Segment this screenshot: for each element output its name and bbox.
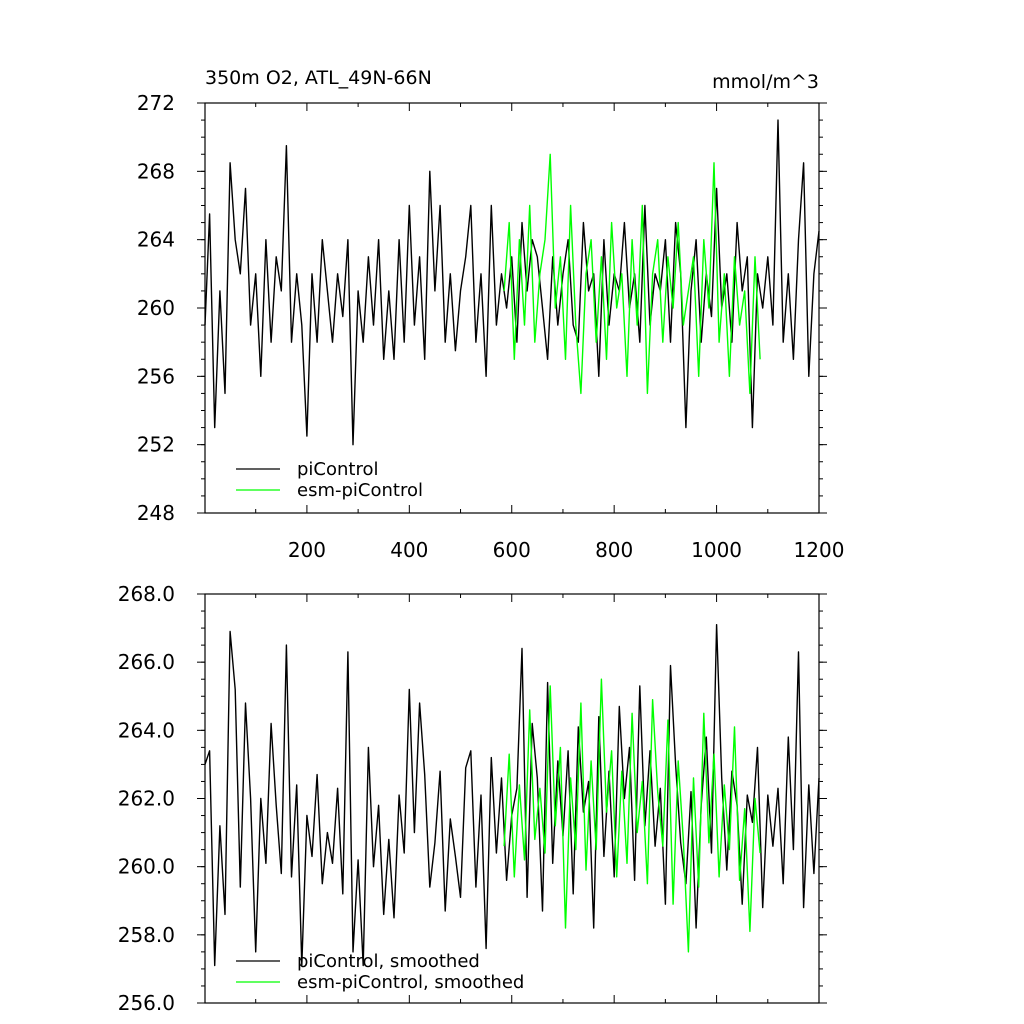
y-tick-labels: 256.0 258.0 260.0 262.0 264.0 266.0 268.0 xyxy=(118,582,175,1015)
x-tick-label: 1200 xyxy=(794,538,845,562)
legend-label-esm-picontrol: esm-piControl xyxy=(297,480,423,501)
chart-panel-top: 248 252 256 260 264 268 272 200 400 600 800 1000 12… xyxy=(137,67,845,562)
series-lines xyxy=(204,624,820,967)
y-tick-label: 268 xyxy=(137,159,175,183)
axis-ticks xyxy=(197,593,827,1004)
y-tick-label: 262.0 xyxy=(118,787,175,811)
series-line-esm-picontrol xyxy=(503,153,761,395)
legend-label-picontrol-smoothed: piControl, smoothed xyxy=(297,951,480,972)
legend: piControl esm-piControl xyxy=(236,459,423,501)
x-tick-label: 400 xyxy=(390,538,428,562)
y-tick-label: 272 xyxy=(137,91,175,115)
series-lines xyxy=(204,119,820,446)
y-tick-label: 252 xyxy=(137,433,175,457)
chart-panel-bottom: 256.0 258.0 260.0 262.0 264.0 266.0 268.0 piCo… xyxy=(118,582,827,1015)
y-tick-label: 256 xyxy=(137,364,175,388)
chart-title: 350m O2, ATL_49N-66N xyxy=(205,67,432,89)
x-tick-label: 1000 xyxy=(691,538,742,562)
y-tick-label: 248 xyxy=(137,501,175,525)
series-line-picontrol xyxy=(204,119,820,446)
y-tick-label: 258.0 xyxy=(118,923,175,947)
y-tick-label: 264.0 xyxy=(118,718,175,742)
series-line-esm-picontrol-smoothed xyxy=(503,678,761,953)
legend-label-esm-picontrol-smoothed: esm-piControl, smoothed xyxy=(297,972,524,993)
series-line-picontrol-smoothed xyxy=(204,624,820,967)
y-tick-label: 268.0 xyxy=(118,582,175,606)
x-tick-label: 200 xyxy=(288,538,326,562)
axis-ticks xyxy=(197,102,827,514)
units-label: mmol/m^3 xyxy=(712,71,819,93)
x-tick-label: 600 xyxy=(493,538,531,562)
y-tick-label: 256.0 xyxy=(118,991,175,1015)
legend-label-picontrol: piControl xyxy=(297,459,379,480)
y-tick-label: 264 xyxy=(137,228,175,252)
y-tick-label: 260.0 xyxy=(118,855,175,879)
y-tick-label: 260 xyxy=(137,296,175,320)
y-tick-labels: 248 252 256 260 264 268 272 xyxy=(137,91,175,525)
x-tick-label: 800 xyxy=(595,538,633,562)
x-tick-labels: 200 400 600 800 1000 1200 xyxy=(288,538,845,562)
y-tick-label: 266.0 xyxy=(118,650,175,674)
legend: piControl, smoothed esm-piControl, smoot… xyxy=(236,951,524,993)
